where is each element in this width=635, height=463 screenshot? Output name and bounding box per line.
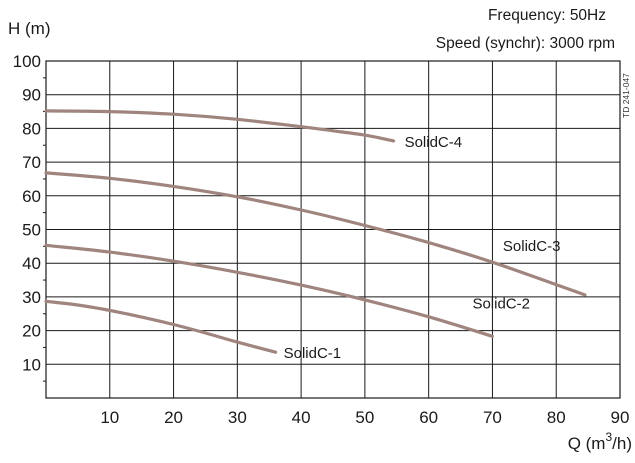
series-label-solidc-3: SolidC-3 [503, 238, 561, 255]
frequency-note: Frequency: 50Hz [488, 7, 606, 24]
x-tick-label: 50 [355, 408, 374, 427]
plot-frame [45, 60, 621, 399]
x-axis-title: Q (m3/h) [568, 430, 632, 453]
x-tick-label: 10 [100, 408, 119, 427]
speed-note: Speed (synchr): 3000 rpm [436, 35, 615, 52]
y-tick-label: 60 [22, 187, 41, 206]
series-label-solidc-2: SolidC-2 [472, 295, 530, 312]
y-tick-label: 90 [22, 86, 41, 105]
y-tick-label: 80 [22, 119, 41, 138]
curves [44, 109, 587, 354]
x-tick-label: 80 [547, 408, 566, 427]
curve-solidc-2 [44, 243, 494, 338]
drawing-code: TD 241-047 [621, 73, 631, 118]
curve-solidc-3 [44, 171, 587, 297]
tick-labels: 10 20 30 40 50 60 70 80 90 100 10 20 30 40 50 60 70 80 90 [13, 52, 630, 427]
series-label-solidc-4: SolidC-4 [405, 134, 463, 151]
series-labels: SolidC-1 SolidC-2 SolidC-3 SolidC-4 [284, 134, 561, 362]
x-tick-label: 70 [483, 408, 502, 427]
x-tick-label: 90 [611, 408, 630, 427]
y-tick-label: 40 [22, 254, 41, 273]
y-tick-label: 100 [13, 52, 41, 71]
y-tick-label: 10 [22, 355, 41, 374]
y-tick-label: 30 [22, 288, 41, 307]
x-tick-label: 40 [292, 408, 311, 427]
y-tick-label: 70 [22, 153, 41, 172]
curve-solidc-4 [44, 109, 396, 143]
series-label-solidc-1: SolidC-1 [284, 345, 342, 362]
curve-solidc-1 [44, 299, 278, 354]
x-tick-label: 60 [419, 408, 438, 427]
y-axis-title: H (m) [8, 19, 50, 38]
y-tick-label: 20 [22, 322, 41, 341]
x-tick-label: 30 [228, 408, 247, 427]
x-tick-label: 20 [164, 408, 183, 427]
y-tick-label: 50 [22, 221, 41, 240]
